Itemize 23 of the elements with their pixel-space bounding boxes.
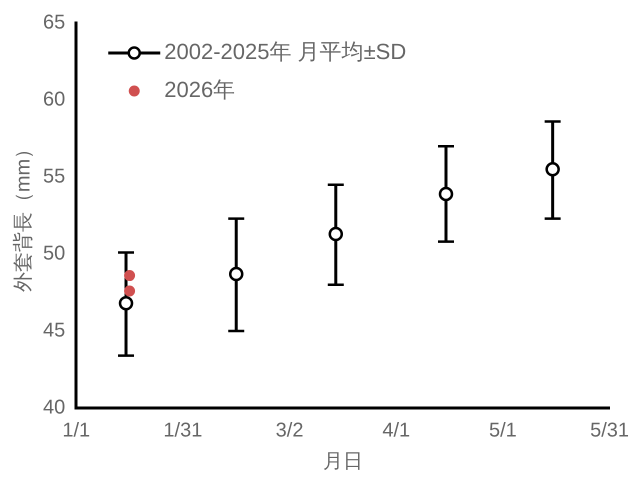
x-axis-title: 月日 [322,450,363,473]
legend-label: 2026年 [164,77,236,102]
y-tick-label: 65 [42,12,66,34]
x-tick-label: 3/2 [276,420,304,442]
point [545,162,560,177]
x-tick-label: 1/31 [163,420,202,442]
legend-label: 2002-2025年 月平均±SD [164,39,406,64]
point [228,266,244,282]
x-tick-label: 1/1 [62,420,90,442]
x-tick-label: 5/1 [488,420,517,442]
y-tick-label: 40 [42,396,66,419]
point [124,285,136,296]
y-tick-label: 60 [42,88,66,111]
y-axis-title: 外套背長（mm） [12,138,35,292]
y-tick-label: 55 [42,166,66,188]
y-tick-label: 45 [42,320,66,342]
point [118,296,134,311]
x-tick-label: 5/31 [590,420,630,442]
point [328,226,344,242]
point [124,270,136,282]
y-tick-label: 50 [42,242,66,265]
x-tick-label: 4/1 [382,420,410,442]
point [438,186,454,202]
